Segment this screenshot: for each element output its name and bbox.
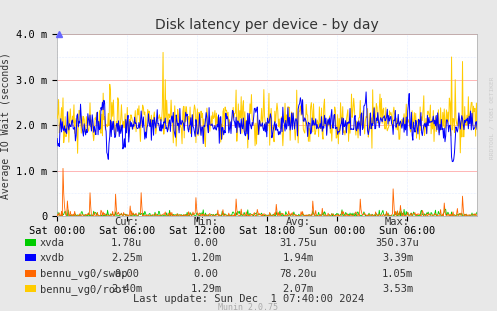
Text: 350.37u: 350.37u — [376, 238, 419, 248]
Text: bennu_vg0/root: bennu_vg0/root — [40, 284, 127, 295]
Text: 1.29m: 1.29m — [191, 284, 222, 294]
Text: Cur:: Cur: — [114, 217, 139, 227]
Text: 31.75u: 31.75u — [279, 238, 317, 248]
Text: Last update: Sun Dec  1 07:40:00 2024: Last update: Sun Dec 1 07:40:00 2024 — [133, 294, 364, 304]
Text: Avg:: Avg: — [286, 217, 311, 227]
Title: Disk latency per device - by day: Disk latency per device - by day — [155, 18, 379, 32]
Text: Min:: Min: — [194, 217, 219, 227]
Text: 1.05m: 1.05m — [382, 269, 413, 279]
Text: 0.00: 0.00 — [194, 269, 219, 279]
Text: 2.07m: 2.07m — [283, 284, 314, 294]
Text: bennu_vg0/swap: bennu_vg0/swap — [40, 268, 127, 279]
Text: 3.53m: 3.53m — [382, 284, 413, 294]
Text: 2.40m: 2.40m — [111, 284, 142, 294]
Text: 2.25m: 2.25m — [111, 253, 142, 263]
Text: RRDTOOL / TOBI OETIKER: RRDTOOL / TOBI OETIKER — [490, 77, 495, 160]
Text: 3.39m: 3.39m — [382, 253, 413, 263]
Text: Max:: Max: — [385, 217, 410, 227]
Y-axis label: Average IO Wait (seconds): Average IO Wait (seconds) — [0, 52, 10, 199]
Text: xvda: xvda — [40, 238, 65, 248]
Text: 1.20m: 1.20m — [191, 253, 222, 263]
Text: 1.94m: 1.94m — [283, 253, 314, 263]
Text: 0.00: 0.00 — [194, 238, 219, 248]
Text: 78.20u: 78.20u — [279, 269, 317, 279]
Text: Munin 2.0.75: Munin 2.0.75 — [219, 303, 278, 311]
Text: xvdb: xvdb — [40, 253, 65, 263]
Text: 0.00: 0.00 — [114, 269, 139, 279]
Text: 1.78u: 1.78u — [111, 238, 142, 248]
